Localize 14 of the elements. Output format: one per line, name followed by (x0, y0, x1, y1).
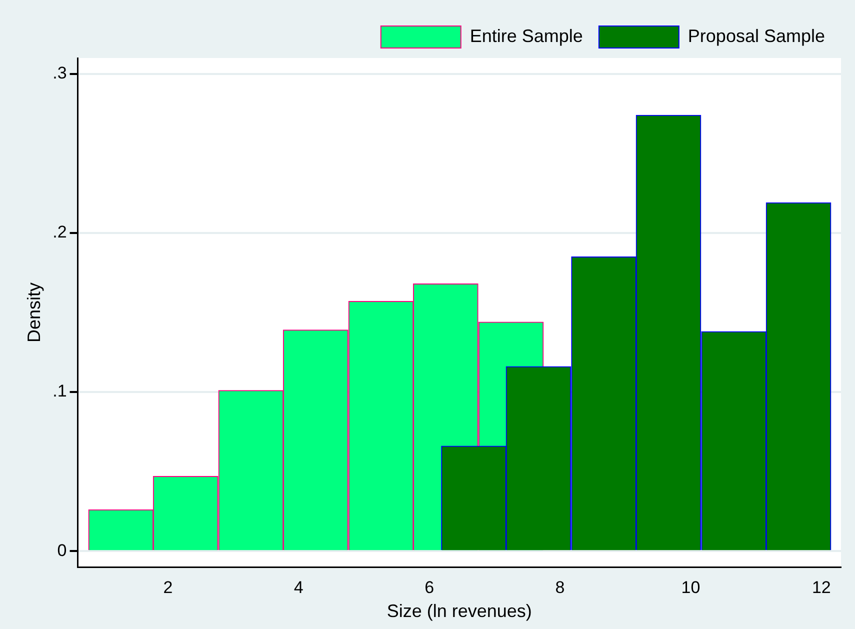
y-tick-label: .2 (52, 222, 67, 242)
x-tick-label: 4 (294, 578, 304, 597)
x-tick-label: 6 (424, 578, 434, 597)
y-axis-title: Density (24, 282, 44, 343)
x-tick-label: 12 (812, 578, 831, 597)
legend-label: Entire Sample (470, 26, 583, 46)
y-tick-label: .3 (52, 64, 67, 83)
x-tick-label: 8 (555, 578, 565, 597)
y-tick-label: .1 (52, 382, 67, 401)
x-tick-label: 10 (681, 578, 700, 597)
x-tick-label: 2 (163, 578, 173, 597)
x-axis-title: Size (ln revenues) (386, 601, 532, 622)
legend-label: Proposal Sample (688, 26, 826, 46)
y-tick-label: 0 (57, 540, 67, 560)
